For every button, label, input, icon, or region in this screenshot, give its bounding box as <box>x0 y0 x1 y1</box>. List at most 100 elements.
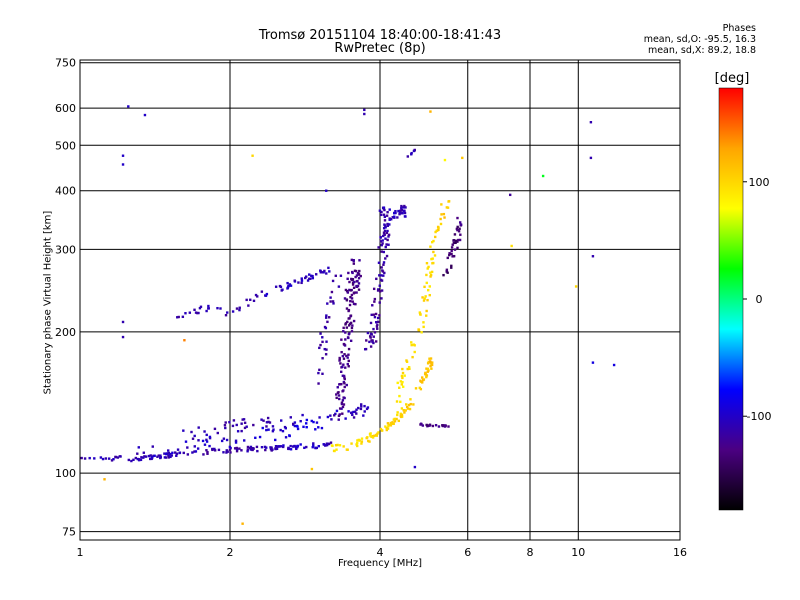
data-point <box>402 409 405 412</box>
data-point <box>343 385 346 389</box>
data-point <box>341 354 344 358</box>
data-point <box>376 327 379 330</box>
data-point <box>287 284 290 288</box>
data-point <box>310 274 313 277</box>
data-point <box>286 286 290 289</box>
data-point <box>262 419 265 422</box>
data-point <box>425 309 428 313</box>
data-point <box>132 458 135 462</box>
data-point <box>208 435 212 439</box>
data-point <box>453 248 457 251</box>
data-point <box>402 206 405 209</box>
data-point <box>296 427 300 431</box>
data-point <box>238 306 241 309</box>
phase-stats-x: mean, sd,X: 89.2, 18.8 <box>647 45 756 56</box>
data-point <box>366 436 369 439</box>
data-point <box>351 283 355 286</box>
data-point <box>392 422 395 426</box>
data-point <box>267 420 270 424</box>
data-point <box>256 449 259 453</box>
data-point <box>348 322 352 326</box>
data-point <box>168 453 171 456</box>
data-point <box>236 430 240 433</box>
data-point <box>353 280 356 284</box>
data-point <box>188 311 192 314</box>
data-point <box>211 447 214 451</box>
data-point <box>353 410 357 413</box>
data-point <box>365 407 369 411</box>
data-point <box>156 455 159 458</box>
data-point <box>368 432 372 436</box>
data-point <box>247 304 250 307</box>
data-point <box>357 277 361 280</box>
data-point <box>121 335 125 339</box>
data-point <box>376 323 379 327</box>
data-point <box>321 372 324 375</box>
data-point <box>450 266 453 269</box>
data-point <box>446 256 449 260</box>
data-point <box>147 454 151 458</box>
data-point <box>446 206 450 209</box>
data-point <box>410 343 413 347</box>
data-point <box>430 363 434 367</box>
data-point <box>409 398 412 401</box>
data-point <box>426 424 430 427</box>
data-point <box>347 353 350 356</box>
data-point <box>344 331 347 334</box>
data-point <box>446 271 449 274</box>
data-point <box>383 229 387 233</box>
data-point <box>370 333 373 336</box>
data-point <box>293 424 297 428</box>
data-point <box>351 271 354 275</box>
data-point <box>340 402 344 406</box>
data-point <box>345 354 348 358</box>
data-point <box>455 227 459 231</box>
data-point <box>224 314 228 317</box>
data-point <box>265 446 268 449</box>
data-point <box>184 312 187 315</box>
chart-title: Tromsø 20151104 18:40:00-18:41:43 <box>258 28 502 43</box>
data-point <box>384 237 387 240</box>
phase-colorbar <box>718 87 744 511</box>
data-point <box>331 279 335 283</box>
data-point <box>372 313 375 316</box>
data-point <box>265 292 269 296</box>
data-point <box>205 438 208 442</box>
data-point <box>589 120 593 124</box>
data-point <box>159 454 162 457</box>
data-point <box>380 266 383 269</box>
data-point <box>456 240 459 243</box>
data-point <box>456 225 459 229</box>
data-point <box>261 426 264 430</box>
data-point <box>450 249 453 253</box>
data-point <box>412 403 415 406</box>
data-point <box>398 394 401 398</box>
data-point <box>369 345 373 348</box>
data-point <box>452 241 456 245</box>
data-point <box>342 445 345 448</box>
data-point <box>308 273 311 276</box>
data-point <box>425 367 428 370</box>
data-point <box>430 257 433 261</box>
data-point <box>329 441 333 444</box>
data-point <box>245 425 248 428</box>
data-point <box>439 217 442 221</box>
data-point <box>352 286 356 290</box>
data-point <box>240 429 243 433</box>
data-point <box>184 440 188 443</box>
data-point <box>305 445 308 449</box>
data-point <box>454 239 458 243</box>
data-point <box>206 450 209 454</box>
data-point <box>175 454 178 457</box>
data-point <box>193 450 196 453</box>
data-point <box>289 284 293 287</box>
data-point <box>249 445 253 449</box>
data-point <box>267 428 270 431</box>
data-point <box>401 380 404 384</box>
data-point <box>193 434 196 438</box>
data-point <box>299 443 302 446</box>
data-point <box>379 213 383 217</box>
data-point <box>541 174 545 178</box>
data-point <box>354 302 357 306</box>
data-point <box>388 218 391 221</box>
